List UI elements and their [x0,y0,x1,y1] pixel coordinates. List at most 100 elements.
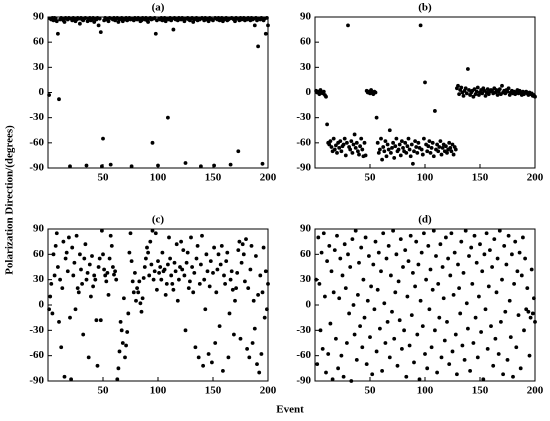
point [129,259,134,263]
point [382,301,387,306]
point [117,349,122,354]
point [381,145,386,149]
point [68,164,72,169]
point [429,145,434,150]
point [360,147,365,152]
point [373,239,378,244]
point [236,248,241,253]
y-tick-label: 90 [300,223,312,235]
point [349,379,354,383]
point [462,357,467,362]
point [263,269,268,274]
point [106,19,111,24]
point [347,311,351,316]
point [116,366,121,371]
point [365,298,370,303]
point [240,242,245,247]
point [406,136,411,141]
point [378,326,382,331]
point [474,89,479,94]
point [403,140,408,145]
point [91,284,95,289]
point [48,294,53,299]
point [212,163,217,168]
point [123,355,127,360]
point [57,319,61,324]
point [68,315,72,320]
point [128,231,133,236]
plot-frame [47,16,269,169]
point [379,269,383,274]
point [437,315,442,320]
point [166,262,170,267]
point [433,109,437,113]
point [466,67,470,71]
point [87,262,92,267]
y-tick-label: -60 [296,136,311,148]
y-tick-label: 60 [33,36,45,48]
point [257,370,262,375]
point [472,87,477,92]
point [371,262,376,267]
point [381,231,386,236]
point [400,139,404,144]
point [528,315,533,320]
point [457,286,461,291]
point [107,256,112,261]
point [440,145,445,150]
point [404,151,409,155]
y-tick-label: 30 [300,61,312,73]
point [173,269,178,274]
point [59,345,64,350]
y-tick-label: -90 [29,162,44,174]
point [429,345,434,350]
point [328,321,333,326]
point [367,254,371,258]
y-tick-label: 0 [306,86,312,98]
point [327,243,332,248]
point [480,269,485,274]
point [354,140,359,145]
point [120,341,125,345]
point [127,250,132,255]
point [83,15,88,20]
point [472,233,477,238]
point [317,281,322,286]
point [503,309,508,314]
point [53,243,58,248]
point [170,281,175,286]
point [419,147,424,152]
point [92,20,97,24]
point [57,97,61,102]
point [526,309,531,314]
point [400,347,404,351]
point [477,294,481,299]
point [159,277,164,282]
point [413,284,417,289]
point [254,254,258,258]
point [363,235,368,240]
point [115,377,120,382]
point [69,377,73,382]
point [426,243,431,248]
point [54,19,59,24]
point [508,335,513,339]
point [442,338,447,343]
point [425,366,430,371]
point [78,21,82,26]
point [245,347,250,351]
point [466,326,470,331]
point [145,245,149,250]
point [208,259,213,263]
point [389,273,393,278]
point [60,286,65,291]
point [351,142,356,147]
point [221,368,225,373]
point [516,313,521,318]
point [380,368,384,373]
plot-frame [47,228,269,382]
point [234,286,239,291]
point [463,86,468,91]
point [84,163,89,168]
point [405,294,410,299]
